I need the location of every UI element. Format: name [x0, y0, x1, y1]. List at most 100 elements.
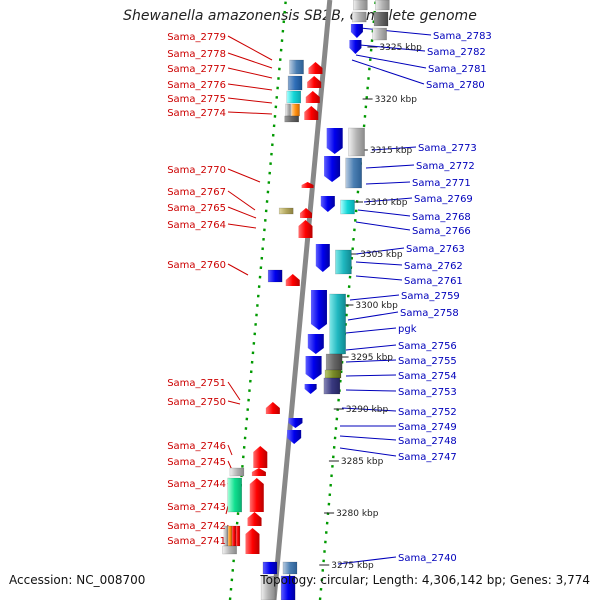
gene-block [222, 545, 237, 555]
label-leader [227, 206, 257, 219]
gene-label-right: Sama_2755 [398, 356, 457, 367]
gene-label-right: pgk [398, 324, 417, 335]
scale-label: 3275 kbp [331, 561, 374, 571]
forward-gene-arrow [307, 76, 322, 88]
gene-label-right: Sama_2759 [401, 291, 460, 302]
gene-block [323, 377, 341, 395]
gene-block [284, 115, 299, 123]
reverse-gene-arrow [315, 244, 330, 272]
gene-block [231, 525, 237, 547]
label-leader [365, 164, 415, 169]
label-leader [227, 190, 256, 211]
scale-label: 3300 kbp [355, 301, 398, 311]
forward-gene-arrow [305, 91, 320, 103]
forward-gene-arrow [298, 220, 313, 238]
gene-label-right: Sama_2772 [416, 161, 475, 172]
gene-block [372, 27, 387, 41]
reverse-gene-arrow [287, 430, 302, 444]
forward-gene-arrow [247, 512, 262, 526]
gene-block [291, 103, 300, 117]
gene-label-right: Sama_2752 [398, 407, 457, 418]
forward-gene-arrow [253, 446, 268, 468]
label-leader [227, 97, 273, 104]
label-leader [227, 111, 273, 115]
label-leader [345, 389, 397, 392]
gene-label-right: Sama_2766 [412, 226, 471, 237]
gene-label-left: Sama_2775 [167, 94, 226, 105]
reverse-gene-arrow [304, 384, 317, 394]
label-leader [345, 344, 397, 351]
gene-block [286, 90, 302, 104]
label-leader [349, 294, 400, 301]
scale-label: 3320 kbp [375, 95, 418, 105]
label-leader [337, 556, 397, 565]
forward-gene-arrow [308, 62, 323, 74]
gene-block [278, 207, 294, 215]
gene-label-right: Sama_2756 [398, 341, 457, 352]
gene-label-right: Sama_2780 [426, 80, 485, 91]
label-leader [345, 374, 397, 377]
scale-label: 3285 kbp [341, 457, 384, 467]
gene-block [325, 353, 343, 371]
reverse-gene-arrow [326, 128, 343, 154]
reverse-gene-arrow [350, 24, 363, 38]
gene-block [229, 467, 245, 477]
forward-gene-arrow [249, 478, 264, 512]
gene-block [227, 525, 233, 547]
gene-label-left: Sama_2767 [167, 187, 226, 198]
gene-label-right: Sama_2749 [398, 422, 457, 433]
gene-label-left: Sama_2743 [167, 502, 226, 513]
reverse-gene-arrow [307, 334, 324, 354]
gene-block [285, 103, 291, 117]
map-title: Shewanella amazonensis SB2B, complete ge… [123, 8, 477, 24]
forward-gene-arrow [301, 182, 314, 188]
topology-label: Topology: circular; Length: 4,306,142 bp… [260, 573, 590, 587]
gene-block [280, 575, 296, 600]
gene-block [289, 59, 304, 75]
forward-gene-arrow [251, 468, 266, 476]
label-leader [227, 400, 241, 405]
label-leader [225, 505, 229, 515]
gene-block [340, 199, 355, 215]
gene-block [282, 561, 298, 575]
gene-label-right: Sama_2768 [412, 212, 471, 223]
gene-block [353, 0, 368, 11]
gene-label-right: Sama_2754 [398, 371, 457, 382]
genome-backbone [271, 0, 333, 600]
label-leader [359, 27, 432, 36]
gene-label-right: Sama_2773 [418, 143, 477, 154]
gene-label-left: Sama_2770 [167, 165, 226, 176]
label-leader [345, 327, 397, 334]
gene-label-left: Sama_2741 [167, 536, 226, 547]
gene-label-right: Sama_2763 [406, 244, 465, 255]
label-leader [355, 54, 427, 69]
gene-block [324, 369, 342, 379]
label-leader [227, 52, 273, 69]
reverse-gene-arrow [288, 418, 303, 428]
gene-label-right: Sama_2783 [433, 31, 492, 42]
label-leader [227, 168, 261, 183]
gene-label-left: Sama_2751 [167, 378, 226, 389]
label-leader [227, 263, 249, 276]
gene-block [373, 11, 389, 27]
gene-label-right: Sama_2782 [427, 47, 486, 58]
label-leader [365, 181, 411, 185]
scale-label: 3280 kbp [336, 509, 379, 519]
scale-label: 3310 kbp [365, 198, 408, 208]
label-leader [227, 83, 273, 91]
label-leader [227, 35, 273, 61]
label-leader [355, 247, 405, 255]
gene-label-right: Sama_2771 [412, 178, 471, 189]
gene-block [329, 293, 346, 355]
label-leader [345, 359, 397, 363]
label-leader [341, 407, 397, 412]
label-leader [347, 311, 399, 321]
scale-label: 3290 kbp [346, 405, 389, 415]
reverse-gene-arrow [320, 196, 335, 212]
gene-label-left: Sama_2745 [167, 457, 226, 468]
gene-block [267, 269, 283, 283]
gene-label-right: Sama_2740 [398, 553, 457, 564]
gene-block [375, 0, 390, 11]
forward-gene-arrow [299, 208, 312, 218]
